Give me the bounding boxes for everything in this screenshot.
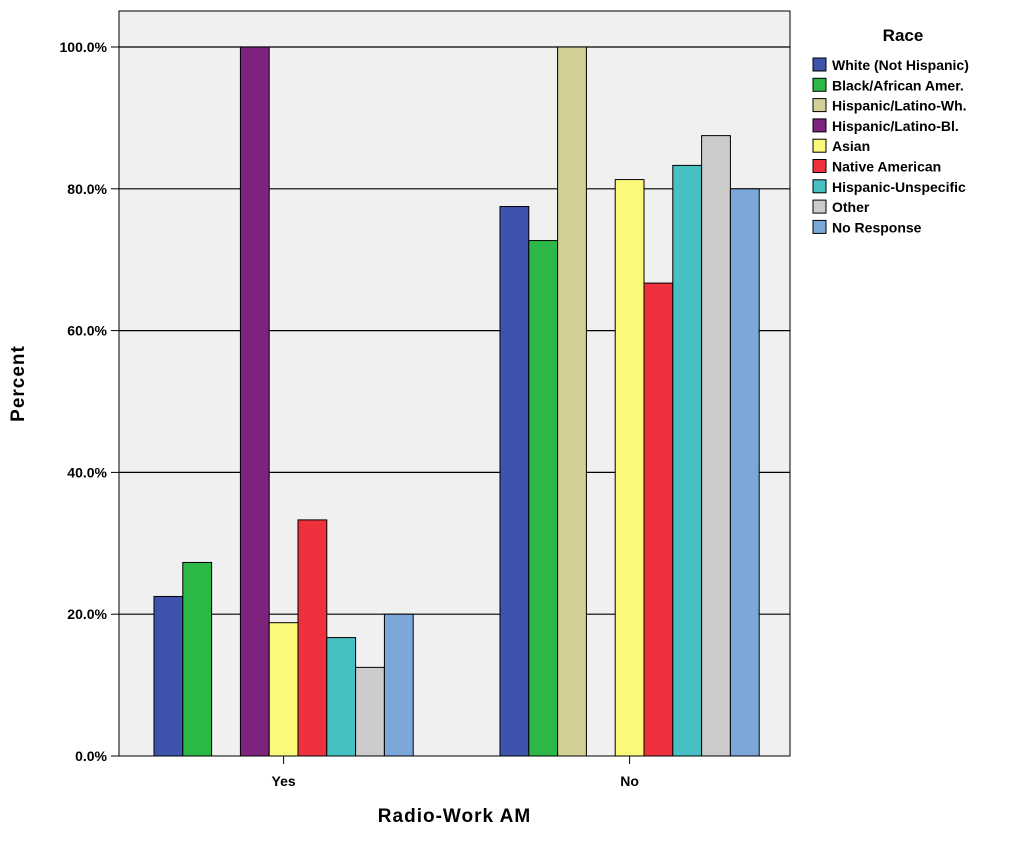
legend-swatch <box>812 118 827 133</box>
bar-no-other <box>701 135 731 757</box>
legend-label: Hispanic/Latino-Wh. <box>832 98 967 114</box>
bar-no-asian <box>614 179 645 757</box>
legend-swatch <box>812 138 827 153</box>
legend-label: Black/African Amer. <box>832 77 964 93</box>
x-axis-title: Radio-Work AM <box>378 806 531 827</box>
bar-no-hispanic-latino-wh- <box>557 46 587 757</box>
bar-no-white-not-hispanic- <box>499 206 530 757</box>
axes: 0.0% 20.0% 40.0% 60.0% 80.0% 100.0% Yes No <box>60 39 639 789</box>
bars <box>153 46 760 757</box>
legend-swatch <box>812 159 827 173</box>
bar-yes-no-response <box>383 613 414 757</box>
legend-swatch <box>812 199 827 214</box>
bar-yes-black-african-amer- <box>182 561 213 757</box>
y-tick-label: 80.0% <box>67 181 107 197</box>
legend-label: Other <box>832 199 870 215</box>
legend-label: Hispanic/Latino-Bl. <box>832 118 959 134</box>
y-tick-label: 0.0% <box>75 748 107 764</box>
legend-label: Native American <box>832 159 941 175</box>
bar-no-black-african-amer- <box>528 240 559 757</box>
bar-yes-native-american <box>297 519 328 757</box>
x-tick-label: Yes <box>272 773 296 789</box>
legend-swatch <box>812 98 827 113</box>
y-axis-title: Percent <box>8 345 29 422</box>
bar-no-native-american <box>643 282 674 757</box>
bar-yes-asian <box>268 622 299 757</box>
legend-title: Race <box>883 26 924 45</box>
legend-label: Asian <box>832 138 870 154</box>
x-tick-label: No <box>620 773 639 789</box>
legend-label: No Response <box>832 219 922 235</box>
legend-swatch <box>812 179 827 194</box>
legend-label: Hispanic-Unspecific <box>832 179 966 195</box>
legend: Race White (Not Hispanic) Black/African A… <box>812 26 969 235</box>
y-tick-label: 60.0% <box>67 323 107 339</box>
legend-label: White (Not Hispanic) <box>832 57 969 73</box>
bar-yes-white-not-hispanic- <box>153 595 184 757</box>
legend-swatch <box>812 77 827 92</box>
y-tick-label: 20.0% <box>67 606 107 622</box>
bar-yes-hispanic-unspecific <box>326 637 357 757</box>
legend-swatch <box>812 219 827 234</box>
bar-yes-other <box>355 666 385 757</box>
bar-no-hispanic-unspecific <box>672 164 703 757</box>
y-tick-label: 100.0% <box>60 39 108 55</box>
y-tick-label: 40.0% <box>67 464 107 480</box>
bar-yes-hispanic-latino-bl- <box>239 46 270 757</box>
legend-swatch <box>812 57 827 72</box>
bar-no-no-response <box>729 188 760 757</box>
